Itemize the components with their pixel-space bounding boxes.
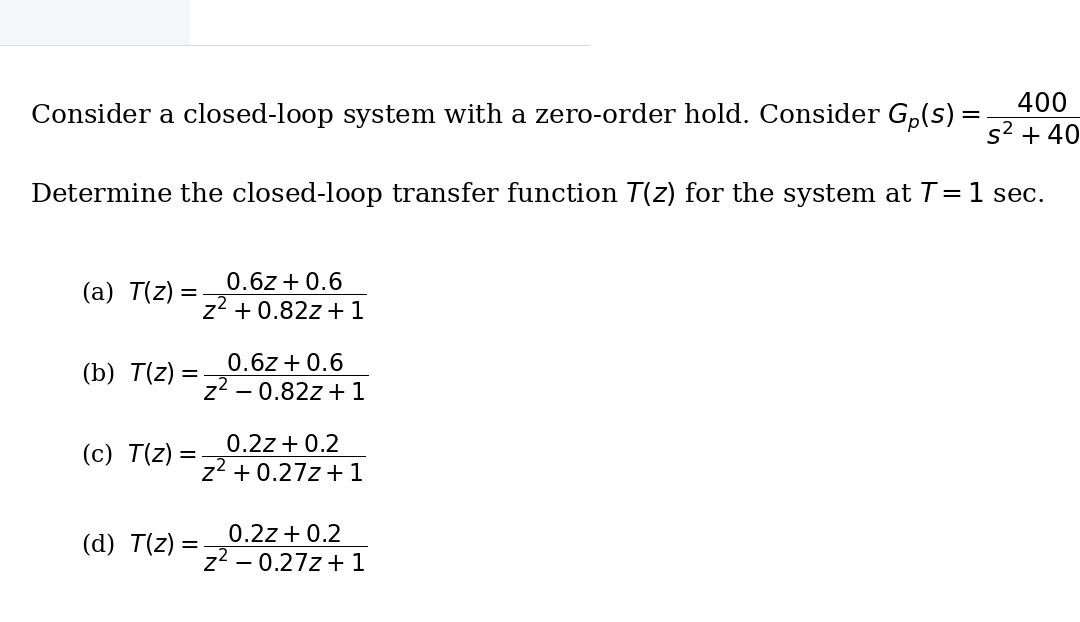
Text: Consider a closed-loop system with a zero-order hold. Consider $G_p(s) = \dfrac{: Consider a closed-loop system with a zer…	[30, 90, 1080, 147]
Text: (b)  $T(z) = \dfrac{0.6z + 0.6}{z^2 - 0.82z + 1}$: (b) $T(z) = \dfrac{0.6z + 0.6}{z^2 - 0.8…	[81, 351, 368, 403]
Text: (a)  $T(z) = \dfrac{0.6z + 0.6}{z^2 + 0.82z + 1}$: (a) $T(z) = \dfrac{0.6z + 0.6}{z^2 + 0.8…	[81, 271, 367, 322]
Text: (d)  $T(z) = \dfrac{0.2z + 0.2}{z^2 - 0.27z + 1}$: (d) $T(z) = \dfrac{0.2z + 0.2}{z^2 - 0.2…	[81, 522, 367, 574]
Text: Determine the closed-loop transfer function $T(z)$ for the system at $T = 1$ sec: Determine the closed-loop transfer funct…	[30, 180, 1044, 210]
Text: (c)  $T(z) = \dfrac{0.2z + 0.2}{z^2 + 0.27z + 1}$: (c) $T(z) = \dfrac{0.2z + 0.2}{z^2 + 0.2…	[81, 432, 365, 484]
